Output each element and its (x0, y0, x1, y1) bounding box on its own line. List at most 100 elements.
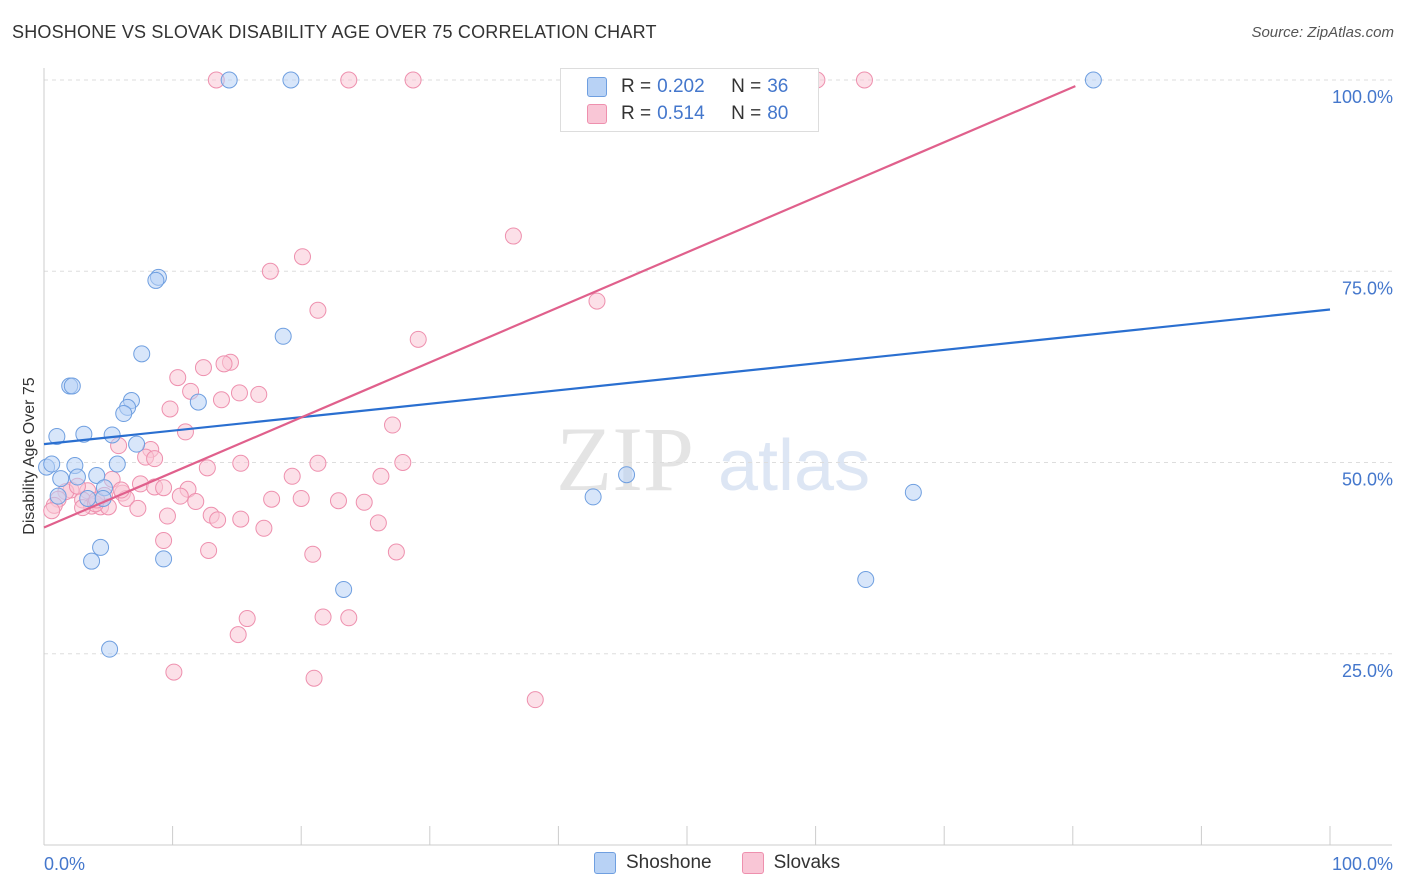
regression-lines (43, 85, 1331, 529)
slovaks-point (198, 459, 216, 477)
slovaks-r-value: 0.514 (657, 103, 705, 124)
slovaks-point (232, 454, 250, 472)
slovaks-point (158, 507, 176, 525)
slovaks-point (232, 510, 250, 528)
slovaks-point (212, 391, 230, 409)
slovaks-point (161, 400, 179, 418)
shoshone-legend-label: Shoshone (626, 852, 712, 873)
slovaks-point (340, 71, 358, 89)
shoshone-regression-line (43, 308, 1331, 446)
stats-legend: R = 0.202 N = 36 R = 0.514 N = 80 (560, 68, 819, 132)
slovaks-point (855, 71, 873, 89)
slovaks-point (187, 493, 205, 511)
watermark-zip: ZIP (556, 408, 694, 510)
slovaks-point (314, 608, 332, 626)
slovaks-n-value: 80 (767, 103, 789, 124)
watermark: ZIP atlas (556, 408, 870, 510)
slovaks-point (283, 467, 301, 485)
shoshone-point (48, 427, 66, 445)
shoshone-legend-swatch (594, 852, 616, 874)
shoshone-point (618, 466, 636, 484)
legend-item-slovaks[interactable]: Slovaks (741, 852, 841, 874)
axes (43, 68, 1392, 846)
shoshone-point (63, 377, 81, 395)
slovaks-point (355, 493, 373, 511)
shoshone-point (88, 467, 106, 485)
shoshone-point (115, 405, 133, 423)
slovaks-point (309, 301, 327, 319)
x-tick-max: 100.0% (1332, 854, 1393, 874)
shoshone-point (68, 468, 86, 486)
slovaks-swatch (587, 104, 607, 124)
slovaks-point (329, 492, 347, 510)
slovaks-point (146, 450, 164, 468)
x-tick-min: 0.0% (44, 854, 85, 874)
slovaks-point (384, 416, 402, 434)
slovaks-point (372, 467, 390, 485)
slovaks-point (309, 454, 327, 472)
slovaks-point (263, 490, 281, 508)
shoshone-point (155, 550, 173, 568)
slovaks-point (215, 355, 233, 373)
shoshone-point (128, 435, 146, 453)
watermark-atlas: atlas (718, 426, 870, 506)
slovaks-point (304, 545, 322, 563)
shoshone-r-label: R = (621, 76, 652, 97)
legend-item-shoshone[interactable]: Shoshone (594, 852, 712, 874)
slovaks-point (43, 502, 61, 520)
slovaks-point (255, 519, 273, 537)
slovaks-point (230, 384, 248, 402)
shoshone-point (108, 455, 126, 473)
shoshone-point (83, 552, 101, 570)
shoshone-point (101, 640, 119, 658)
y-tick-label: 75.0% (1342, 278, 1393, 298)
slovaks-point (588, 292, 606, 310)
slovaks-point (209, 511, 227, 529)
slovaks-point (394, 454, 412, 471)
slovaks-regression-line (43, 85, 1076, 529)
shoshone-point (335, 580, 353, 598)
shoshone-point (103, 426, 121, 444)
shoshone-point (43, 455, 61, 473)
shoshone-swatch (587, 77, 607, 97)
slovaks-points (43, 71, 873, 709)
slovaks-point (171, 487, 189, 505)
shoshone-points (38, 71, 1102, 658)
gridlines (44, 79, 1392, 655)
shoshone-point (857, 571, 875, 589)
slovaks-point (369, 514, 387, 532)
slovaks-point (229, 626, 247, 644)
shoshone-point (1084, 71, 1102, 89)
slovaks-point (176, 423, 194, 441)
slovaks-point (155, 532, 173, 550)
shoshone-point (75, 425, 93, 443)
y-tick-labels: 100.0% 75.0% 50.0% 25.0% (1332, 87, 1393, 681)
shoshone-point (79, 489, 97, 507)
source-label: Source: ZipAtlas.com (1251, 24, 1394, 41)
slovaks-point (305, 669, 323, 687)
slovaks-point (387, 543, 405, 561)
y-tick-label: 25.0% (1342, 661, 1393, 681)
y-tick-label: 100.0% (1332, 87, 1393, 107)
slovaks-point (261, 262, 279, 280)
shoshone-n-value: 36 (767, 76, 789, 97)
series-legend: Shoshone Slovaks (594, 852, 870, 874)
slovaks-legend-swatch (741, 852, 764, 874)
shoshone-point (274, 327, 292, 345)
slovaks-point (238, 610, 256, 628)
slovaks-point (292, 489, 310, 507)
shoshone-point (49, 487, 67, 505)
shoshone-point (133, 345, 151, 363)
shoshone-n-label: N = (731, 76, 762, 97)
slovaks-point (526, 691, 544, 709)
slovaks-r-label: R = (621, 103, 652, 124)
slovaks-point (293, 248, 311, 266)
slovaks-legend-label: Slovaks (773, 852, 841, 873)
shoshone-point (282, 71, 300, 89)
slovaks-n-label: N = (731, 103, 762, 124)
shoshone-r-value: 0.202 (657, 76, 705, 97)
y-tick-label: 50.0% (1342, 470, 1393, 490)
legend-row-slovaks: R = 0.514 N = 80 (587, 102, 788, 126)
slovaks-point (409, 330, 427, 348)
